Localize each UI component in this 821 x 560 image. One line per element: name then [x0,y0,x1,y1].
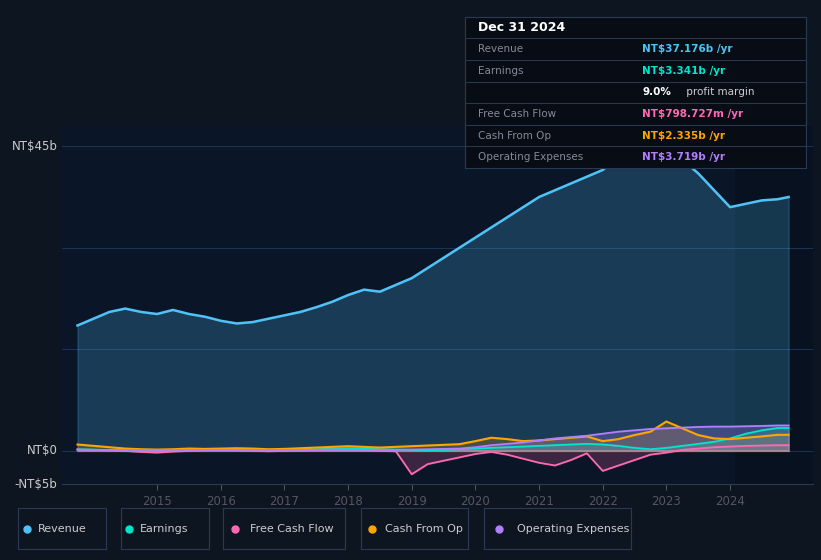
Text: Cash From Op: Cash From Op [479,130,552,141]
Bar [735,126,813,484]
Text: Operating Expenses: Operating Expenses [516,524,629,534]
Text: profit margin: profit margin [683,87,754,97]
Text: Earnings: Earnings [140,524,189,534]
Text: Revenue: Revenue [479,44,524,54]
Text: 9.0%: 9.0% [642,87,671,97]
Text: Dec 31 2024: Dec 31 2024 [479,21,566,34]
Text: Free Cash Flow: Free Cash Flow [479,109,557,119]
Text: NT$798.727m /yr: NT$798.727m /yr [642,109,743,119]
Text: NT$3.341b /yr: NT$3.341b /yr [642,66,726,76]
Text: NT$0: NT$0 [26,444,57,457]
Text: Free Cash Flow: Free Cash Flow [250,524,333,534]
Text: Earnings: Earnings [479,66,524,76]
Text: NT$2.335b /yr: NT$2.335b /yr [642,130,725,141]
Text: NT$37.176b /yr: NT$37.176b /yr [642,44,733,54]
Text: NT$45b: NT$45b [11,140,57,153]
Text: Cash From Op: Cash From Op [385,524,462,534]
Text: Operating Expenses: Operating Expenses [479,152,584,162]
Text: -NT$5b: -NT$5b [15,478,57,491]
Text: NT$3.719b /yr: NT$3.719b /yr [642,152,725,162]
Text: Revenue: Revenue [38,524,86,534]
